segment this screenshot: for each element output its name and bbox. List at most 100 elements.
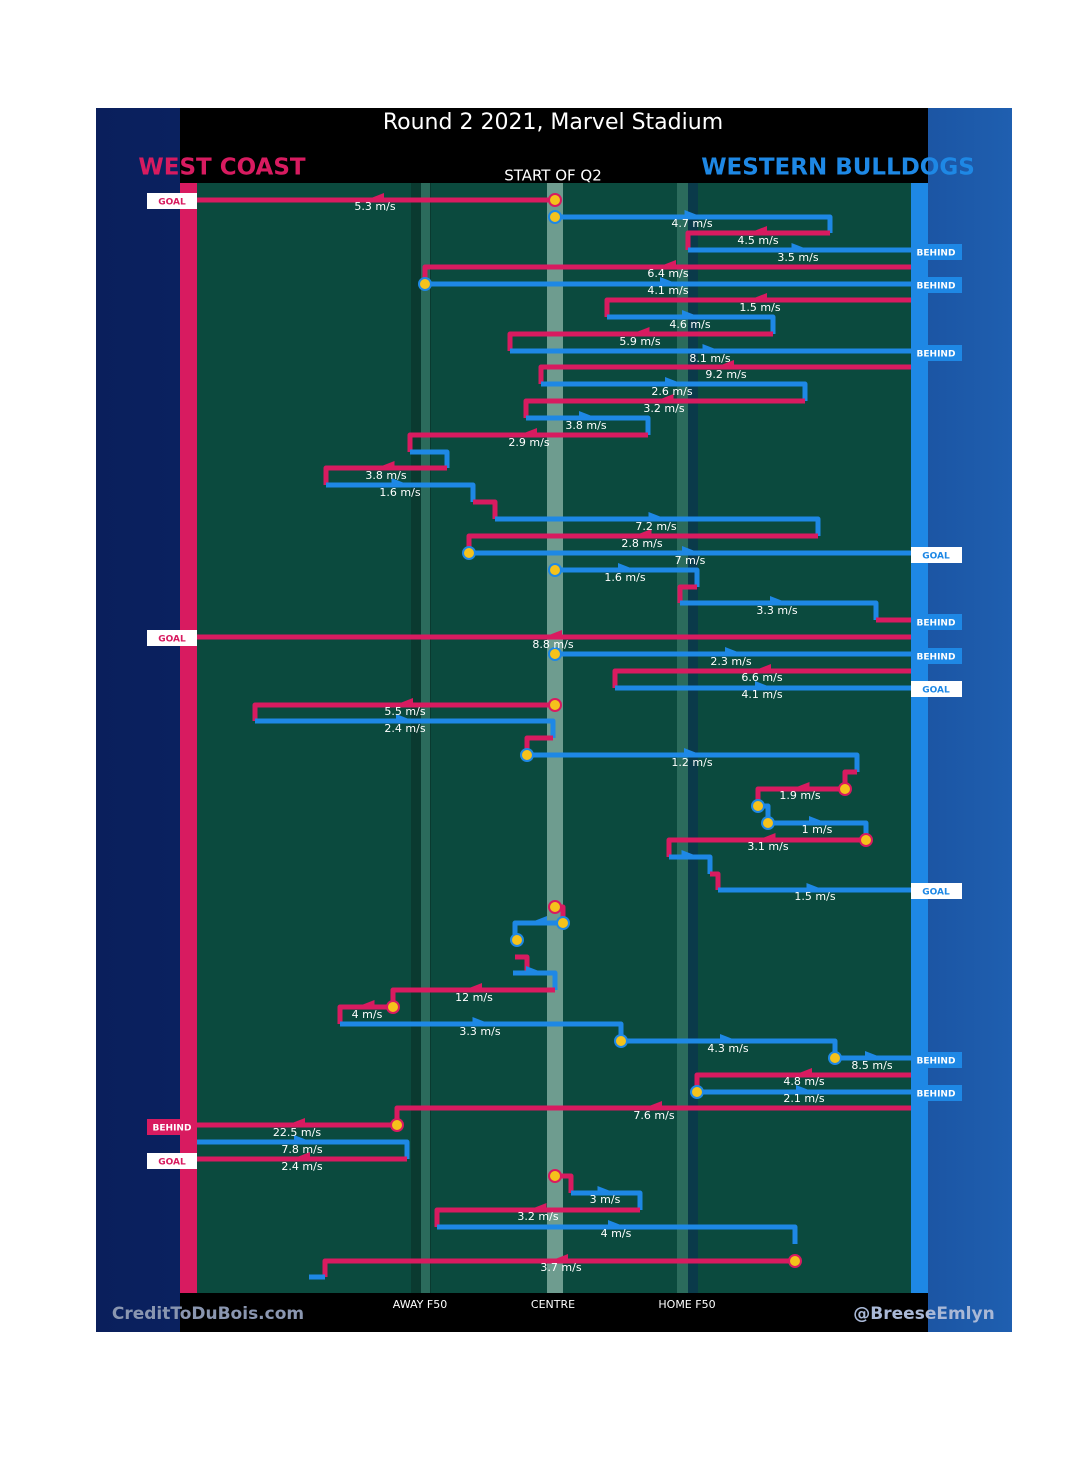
- direction-arrow: [770, 596, 788, 603]
- chain-segment: [322, 1258, 795, 1277]
- speed-label: 3.8 m/s: [365, 469, 406, 482]
- outcome-box: [911, 345, 962, 361]
- possession-start: [390, 1118, 404, 1132]
- away-f50-line: [421, 183, 430, 1293]
- speed-label: 5.5 m/s: [384, 705, 425, 718]
- right-team: WESTERN BULLDOGS: [701, 155, 975, 181]
- chain-segment: [555, 214, 833, 233]
- axis-label: HOME F50: [658, 1298, 715, 1311]
- speed-label: 5.9 m/s: [619, 335, 660, 348]
- speed-label: 1.5 m/s: [794, 890, 835, 903]
- chain-segment: [437, 1224, 798, 1244]
- outcome-box: [911, 681, 962, 697]
- credit: CreditToDuBois.com: [112, 1304, 304, 1324]
- speed-label: 1.5 m/s: [739, 301, 780, 314]
- speed-label: 1.9 m/s: [779, 789, 820, 802]
- direction-arrow: [757, 833, 776, 840]
- left-team: WEST COAST: [138, 155, 306, 181]
- direction-arrow: [796, 1085, 814, 1092]
- chain-segment: [495, 516, 821, 536]
- possession-start: [761, 816, 775, 830]
- speed-label: 3.8 m/s: [565, 419, 606, 432]
- header-band: [180, 108, 928, 183]
- direction-arrow: [526, 966, 544, 973]
- direction-arrow: [658, 260, 676, 267]
- outcome-label: BEHIND: [917, 1057, 956, 1067]
- direction-arrow: [544, 630, 562, 637]
- outcome-box: [911, 648, 962, 664]
- outcome-label: BEHIND: [153, 1124, 192, 1134]
- chain-segment: [541, 381, 808, 401]
- chain-segment: [666, 837, 866, 857]
- speed-label: 6.6 m/s: [741, 671, 782, 684]
- chain-segment: [527, 752, 860, 772]
- direction-arrow: [684, 210, 703, 217]
- possession-start: [548, 698, 562, 712]
- chain-segment: [410, 449, 450, 468]
- speed-label: 3 m/s: [590, 1193, 621, 1206]
- possession-start: [838, 782, 852, 796]
- speed-label: 7.6 m/s: [633, 1109, 674, 1122]
- axis-label: CENTRE: [531, 1298, 575, 1311]
- chain-segment: [326, 482, 476, 502]
- speed-label: 8.8 m/s: [532, 638, 573, 651]
- outcome-box: [911, 277, 962, 293]
- direction-arrow: [806, 883, 825, 890]
- speed-label: 4.8 m/s: [783, 1075, 824, 1088]
- direction-arrow: [528, 1203, 547, 1210]
- possession-start: [548, 193, 562, 207]
- possession-start: [418, 277, 432, 291]
- speed-label: 8.1 m/s: [689, 352, 730, 365]
- direction-arrow: [716, 360, 734, 367]
- speed-label: 4.5 m/s: [737, 234, 778, 247]
- left-goal-bar: [180, 183, 197, 1293]
- direction-arrow: [529, 916, 547, 923]
- outcome-box: [911, 883, 962, 899]
- speed-label: 2.4 m/s: [384, 722, 425, 735]
- direction-arrow: [791, 782, 810, 789]
- direction-arrow: [681, 850, 700, 857]
- outcome-box: [147, 630, 197, 646]
- direction-arrow: [376, 461, 395, 468]
- possession-start: [859, 833, 873, 847]
- speed-label: 5.3 m/s: [354, 200, 395, 213]
- direction-arrow: [618, 563, 636, 570]
- outcome-box: [911, 614, 962, 630]
- outcome-label: BEHIND: [917, 1090, 956, 1100]
- possession-start: [788, 1254, 802, 1268]
- direction-arrow: [472, 1017, 491, 1024]
- chain-segment: [197, 1139, 410, 1159]
- direction-arrow: [655, 394, 674, 401]
- outcome-box: [147, 1153, 197, 1169]
- speed-label: 2.3 m/s: [710, 655, 751, 668]
- outcome-label: GOAL: [158, 198, 186, 208]
- speed-label: 2.1 m/s: [783, 1092, 824, 1105]
- chain-segment: [604, 297, 911, 317]
- direction-arrow: [519, 428, 537, 435]
- outcome-box: [911, 1085, 962, 1101]
- outcome-label: GOAL: [922, 888, 950, 898]
- speed-label: 8.5 m/s: [851, 1059, 892, 1072]
- possession-start: [548, 900, 562, 914]
- direction-arrow: [725, 647, 743, 654]
- direction-arrow: [631, 327, 650, 334]
- possession-start: [548, 1169, 562, 1183]
- speed-label: 22.5 m/s: [273, 1126, 321, 1139]
- speed-label: 9.2 m/s: [705, 368, 746, 381]
- speed-label: 3.3 m/s: [756, 604, 797, 617]
- speed-label: 3.1 m/s: [747, 840, 788, 853]
- possession-start: [751, 799, 765, 813]
- outcome-box: [911, 547, 962, 563]
- chain-segment: [507, 331, 773, 351]
- outcome-box: [147, 1119, 197, 1135]
- direction-arrow: [682, 546, 700, 553]
- home-f50-line: [677, 183, 688, 1293]
- speed-label: 3.2 m/s: [517, 1210, 558, 1223]
- direction-arrow: [287, 1118, 305, 1125]
- speed-label: 7 m/s: [675, 554, 706, 567]
- home-f50-band: [688, 183, 698, 1293]
- direction-arrow: [644, 1101, 662, 1108]
- speed-label: 3.7 m/s: [540, 1261, 581, 1274]
- axis-label: AWAY F50: [393, 1298, 447, 1311]
